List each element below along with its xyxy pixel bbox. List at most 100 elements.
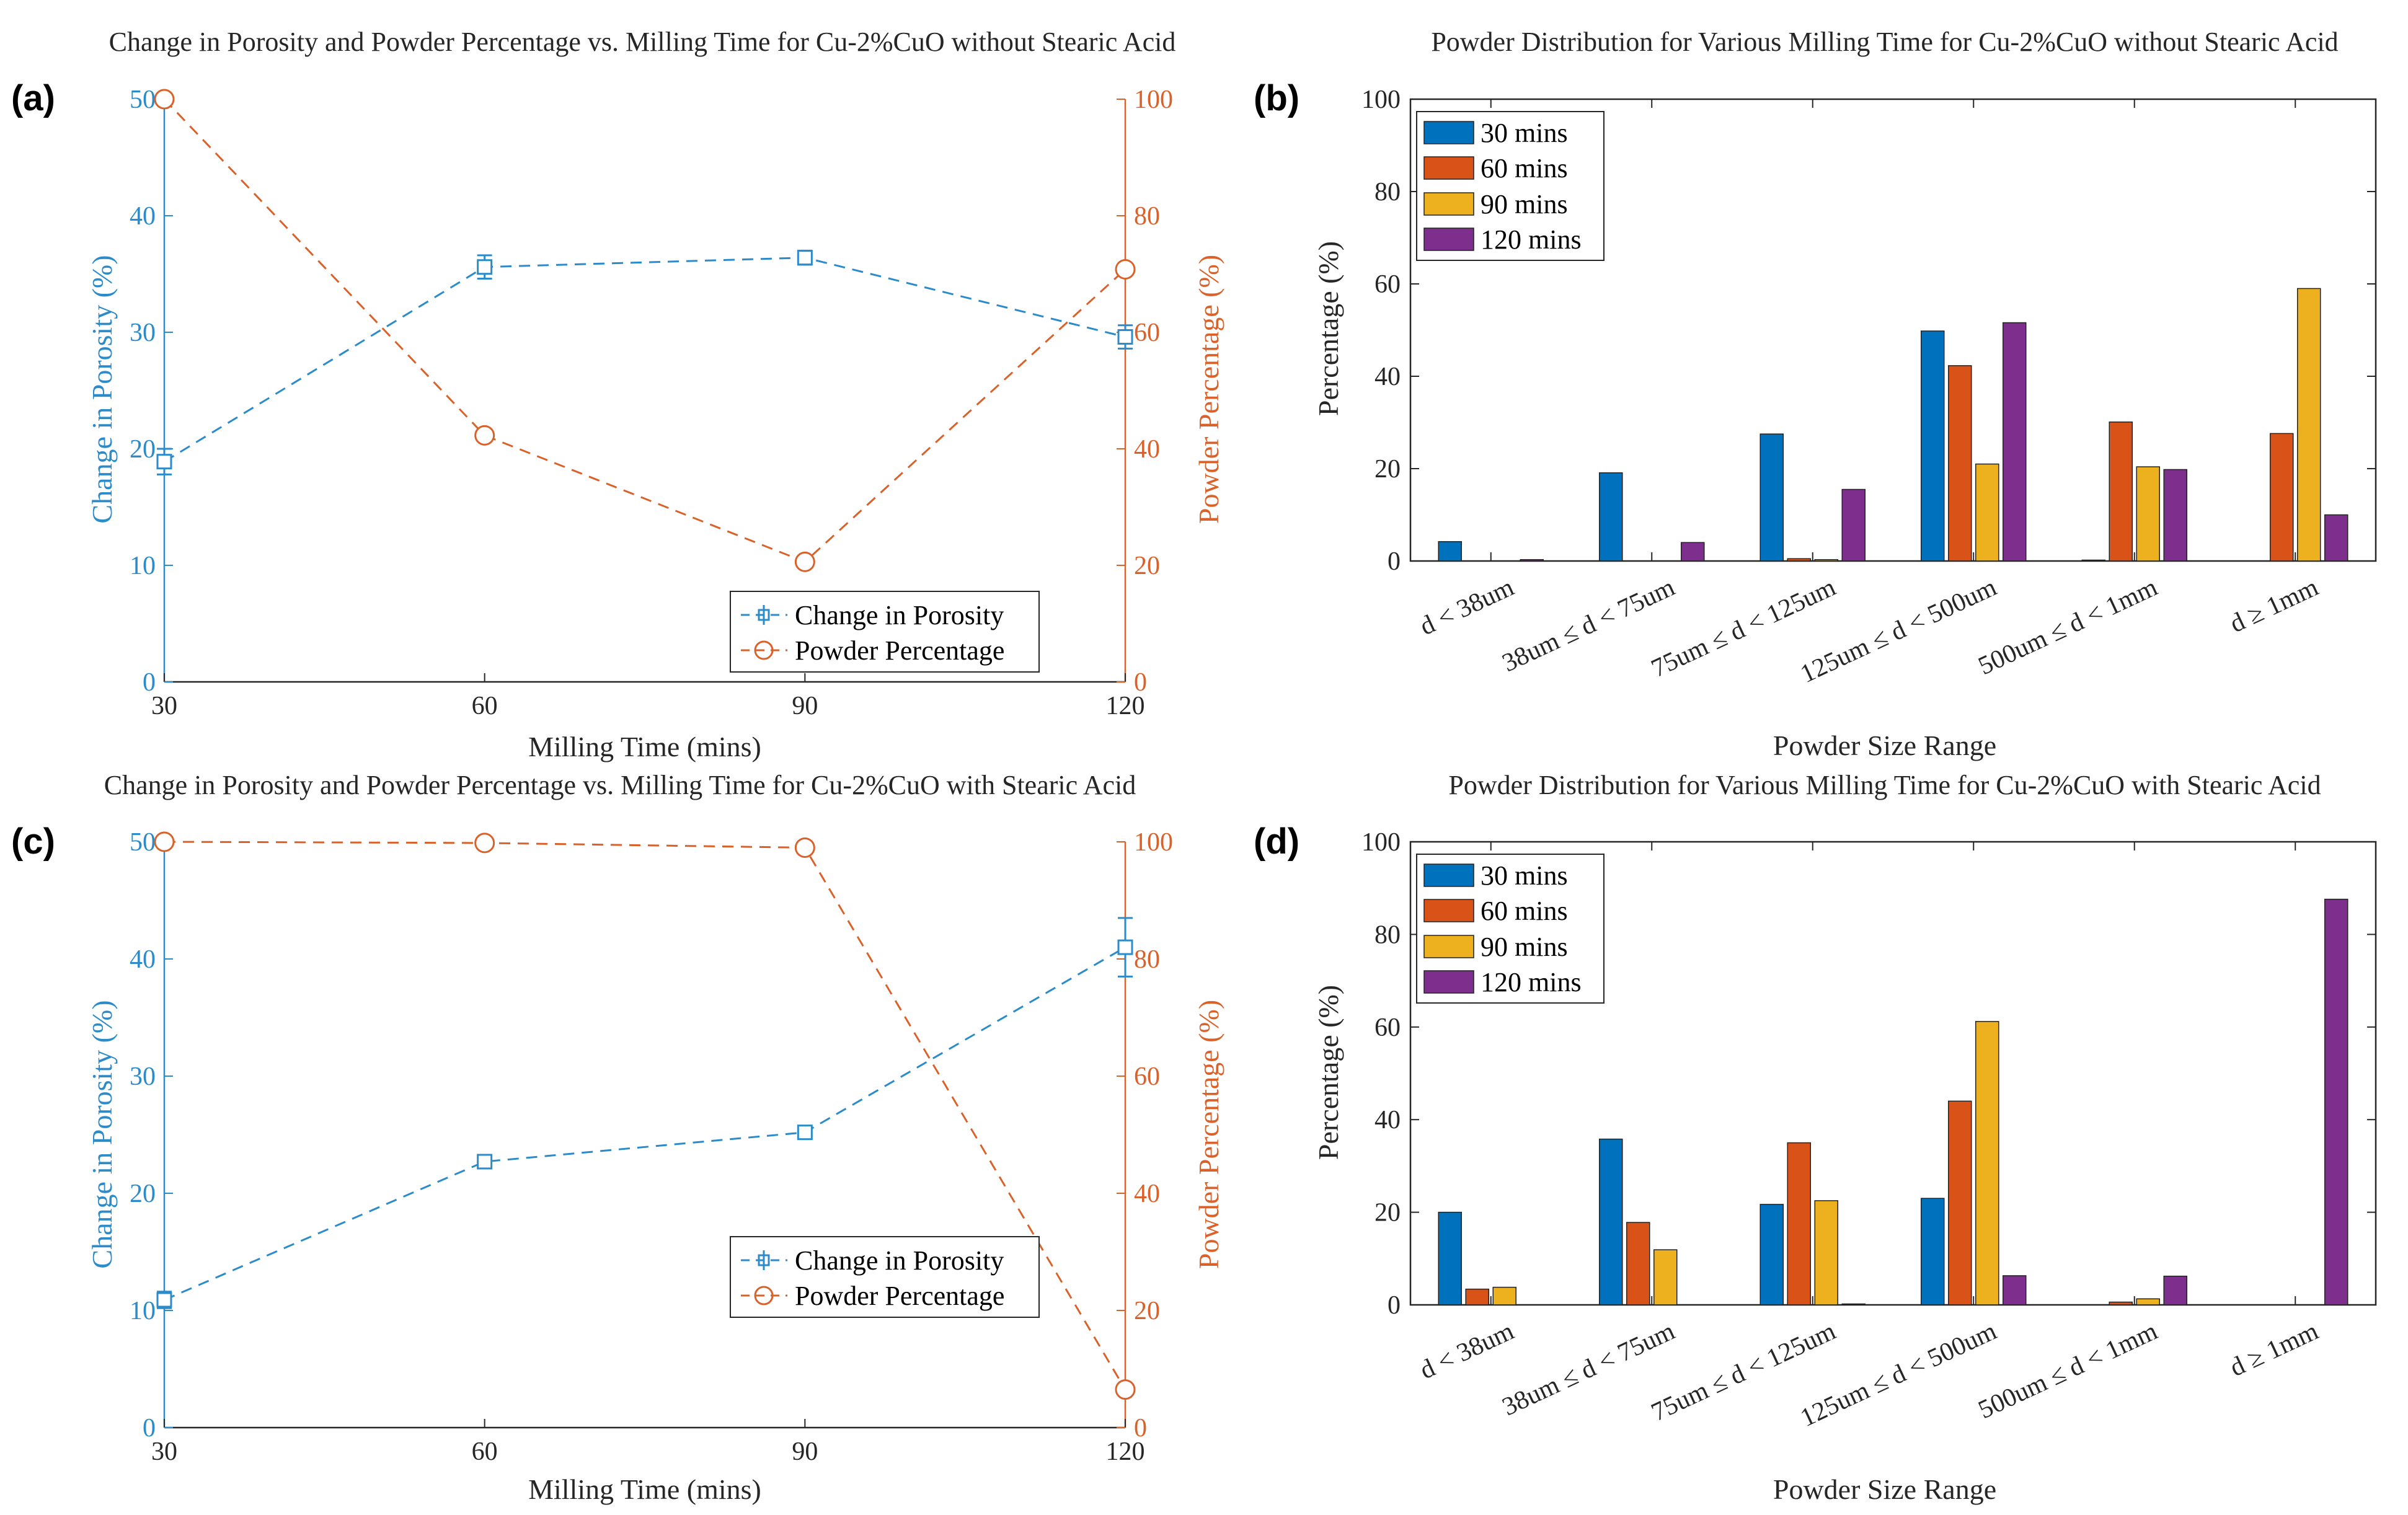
y-left-tick-label: 0 [143, 1414, 156, 1442]
panel-c-xlabel: Milling Time (mins) [528, 1473, 761, 1505]
x-tick-label: 90 [792, 1438, 818, 1466]
bar [1599, 1138, 1623, 1305]
panel-a-legend: Change in Porosity Powder Percentage [730, 591, 1040, 673]
legend-swatch-90 [1423, 192, 1474, 216]
x-tick-label: 30 [151, 1438, 177, 1466]
y-right-tick-label: 80 [1134, 945, 1160, 974]
y-left-tick-label: 20 [130, 435, 156, 464]
y-left-tick-label: 40 [130, 202, 156, 231]
y-left-tick-label: 50 [130, 828, 156, 857]
y-right-tick-label: 20 [1134, 552, 1160, 580]
y-right-tick-label: 100 [1134, 86, 1173, 114]
y-tick-label: 0 [1388, 1291, 1401, 1320]
powder-point [474, 425, 495, 446]
bar [2297, 288, 2321, 562]
plot-frame [1409, 98, 2377, 562]
y-right-tick-label: 60 [1134, 1062, 1160, 1091]
panel-d-xlabel: Powder Size Range [1773, 1473, 1996, 1505]
bar [1841, 488, 1866, 562]
powder-point [794, 837, 815, 858]
x-tick-label: 30 [151, 692, 177, 720]
y-left-tick-label: 40 [130, 945, 156, 974]
bar [2003, 1275, 2027, 1305]
legend-square-marker [758, 1254, 770, 1266]
bar [2163, 1275, 2187, 1305]
panel-d-legend-90: 90 mins [1481, 932, 1568, 962]
panel-d-ylabel: Percentage (%) [1312, 985, 1344, 1160]
panel-b-legend-60: 60 mins [1481, 153, 1568, 183]
y-left-tick-label: 10 [130, 1297, 156, 1325]
panel-c-legend-porosity: Change in Porosity [795, 1245, 1004, 1276]
panel-d: Powder Distribution for Various Milling … [1254, 770, 2377, 1505]
x-tick-label: 500um ≤ d < 1mm [1974, 573, 2162, 681]
bar [1760, 433, 1784, 562]
porosity-line [164, 946, 1126, 1301]
bar [2109, 1301, 2133, 1305]
y-right-tick-label: 80 [1134, 202, 1160, 231]
x-tick-label: d < 38um [1415, 1317, 1518, 1385]
y-right-tick-label: 60 [1134, 319, 1160, 347]
legend-swatch-60 [1423, 156, 1474, 180]
panel-b-xlabel: Powder Size Range [1773, 730, 1996, 761]
powder-line [163, 98, 1127, 563]
legend-swatch-30 [1423, 864, 1474, 887]
bar [1787, 1142, 1811, 1305]
plot-frame [1409, 841, 2377, 1306]
porosity-point [156, 454, 172, 470]
porosity-point [156, 1292, 172, 1308]
panel-c: Change in Porosity and Powder Percentage… [11, 770, 1224, 1505]
panel-b-legend-90: 90 mins [1481, 189, 1568, 219]
panel-a-ylabel-left: Change in Porosity (%) [86, 255, 118, 523]
powder-point [1115, 258, 1136, 280]
bar [1653, 1249, 1678, 1305]
y-left-tick-label: 0 [143, 668, 156, 697]
panel-c-label: (c) [11, 821, 55, 862]
panel-a-legend-powder: Powder Percentage [795, 635, 1004, 666]
bar [1841, 1303, 1866, 1305]
powder-point [154, 89, 175, 110]
panel-d-label: (d) [1254, 821, 1299, 862]
bar [1438, 541, 1462, 562]
y-tick-label: 20 [1374, 455, 1401, 484]
panel-d-title: Powder Distribution for Various Milling … [1448, 770, 2321, 800]
bar [1975, 1021, 1999, 1305]
x-tick-label: 90 [792, 692, 818, 720]
panel-c-title: Change in Porosity and Powder Percentage… [104, 770, 1136, 800]
porosity-point [797, 250, 813, 266]
x-tick-label: d < 38um [1415, 573, 1518, 641]
y-left-tick-label: 10 [130, 552, 156, 580]
panel-a-ylabel-right: Powder Percentage (%) [1193, 255, 1224, 524]
porosity-point [797, 1124, 813, 1141]
panel-c-ylabel-right: Powder Percentage (%) [1193, 1000, 1224, 1269]
powder-point [474, 833, 495, 854]
panel-a-legend-porosity: Change in Porosity [795, 600, 1004, 630]
panel-a-legend-box [730, 591, 1040, 673]
panel-c-legend-box [730, 1236, 1040, 1318]
panel-d-legend: 30 mins 60 mins 90 mins 120 mins [1416, 854, 1605, 1004]
bar [1626, 1222, 1650, 1305]
panel-a: Change in Porosity and Powder Percentage… [11, 27, 1224, 762]
panel-d-legend-30: 30 mins [1481, 860, 1568, 891]
y-tick-label: 100 [1361, 828, 1401, 857]
bar [2163, 469, 2187, 562]
y-tick-label: 100 [1361, 86, 1401, 114]
panel-c-ylabel-left: Change in Porosity (%) [86, 1000, 118, 1268]
y-tick-label: 80 [1374, 178, 1401, 206]
legend-square-marker [758, 609, 770, 621]
panel-c-legend-powder: Powder Percentage [795, 1281, 1004, 1311]
legend-swatch-120 [1423, 227, 1474, 251]
bar [1948, 365, 1972, 562]
panel-b-ylabel: Percentage (%) [1312, 241, 1344, 416]
panel-b-label: (b) [1254, 78, 1299, 118]
bar [2136, 466, 2160, 562]
bar [1921, 330, 1945, 562]
panel-b-legend-120: 120 mins [1481, 224, 1582, 255]
powder-line [164, 841, 1127, 1390]
legend-swatch-120 [1423, 970, 1474, 994]
panel-a-label: (a) [11, 78, 55, 118]
powder-point [154, 831, 175, 852]
x-tick-label: d ≥ 1mm [2226, 573, 2323, 638]
bar [1814, 559, 1838, 562]
